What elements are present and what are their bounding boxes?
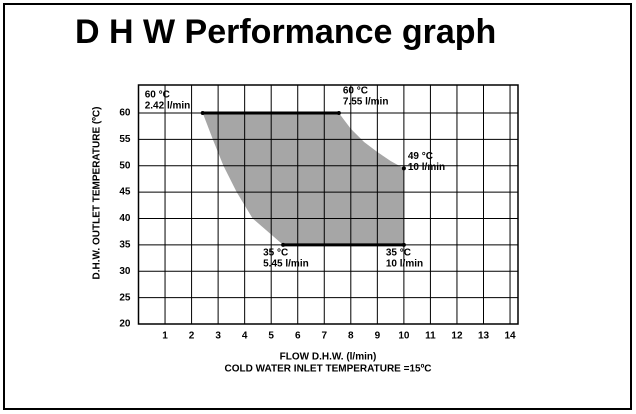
annotation: 60 °C	[145, 90, 170, 101]
x-tick-label: 5	[268, 331, 274, 342]
x-tick-label: 13	[478, 331, 490, 342]
x-tick-label: 12	[451, 331, 463, 342]
x-tick-label: 1	[162, 331, 168, 342]
x-tick-label: 2	[189, 331, 195, 342]
frame	[3, 3, 632, 410]
x-tick-label: 10	[398, 331, 410, 342]
x-tick-label: 4	[242, 331, 248, 342]
region	[202, 112, 404, 245]
x-tick-label: 6	[295, 331, 301, 342]
annotation: 49 °C	[408, 151, 433, 162]
subtitle: COLD WATER INLET TEMPERATURE =15ºC	[225, 364, 432, 375]
point	[281, 242, 286, 247]
x-tick-label: 14	[504, 331, 516, 342]
point	[200, 110, 205, 115]
y-tick-label: 25	[119, 292, 131, 303]
y-tick-label: 60	[119, 108, 131, 119]
annotation: 35 °C	[386, 248, 411, 259]
point	[336, 110, 341, 115]
y-tick-label: 40	[119, 213, 131, 224]
annotation: 5.45 l/min	[263, 259, 309, 270]
y-tick-label: 20	[119, 319, 131, 330]
annotation: 10 l/min	[386, 259, 423, 270]
y-tick-label: 30	[119, 266, 131, 277]
plot-border	[137, 84, 519, 325]
y-tick-label: 55	[119, 134, 131, 145]
x-tick-label: 9	[375, 331, 381, 342]
point	[401, 242, 406, 247]
annotation: 7.55 l/min	[343, 97, 389, 108]
y-tick-label: 45	[119, 187, 131, 198]
annotation: 35 °C	[263, 248, 288, 259]
x-axis-label: FLOW D.H.W. (l/min)	[280, 352, 377, 363]
annotation: 60 °C	[343, 86, 368, 97]
y-tick-label: 35	[119, 240, 131, 251]
x-tick-label: 7	[321, 331, 327, 342]
point	[401, 166, 406, 171]
chart-title: D H W Performance graph	[75, 13, 496, 51]
y-tick-label: 50	[119, 160, 131, 171]
x-tick-label: 8	[348, 331, 354, 342]
x-tick-label: 11	[425, 331, 436, 342]
x-tick-label: 3	[215, 331, 221, 342]
annotation: 2.42 l/min	[145, 101, 191, 112]
y-axis-label: D.H.W. OUTLET TEMPERATURE (ºC)	[92, 107, 103, 280]
annotation: 10 l/min	[408, 162, 445, 173]
